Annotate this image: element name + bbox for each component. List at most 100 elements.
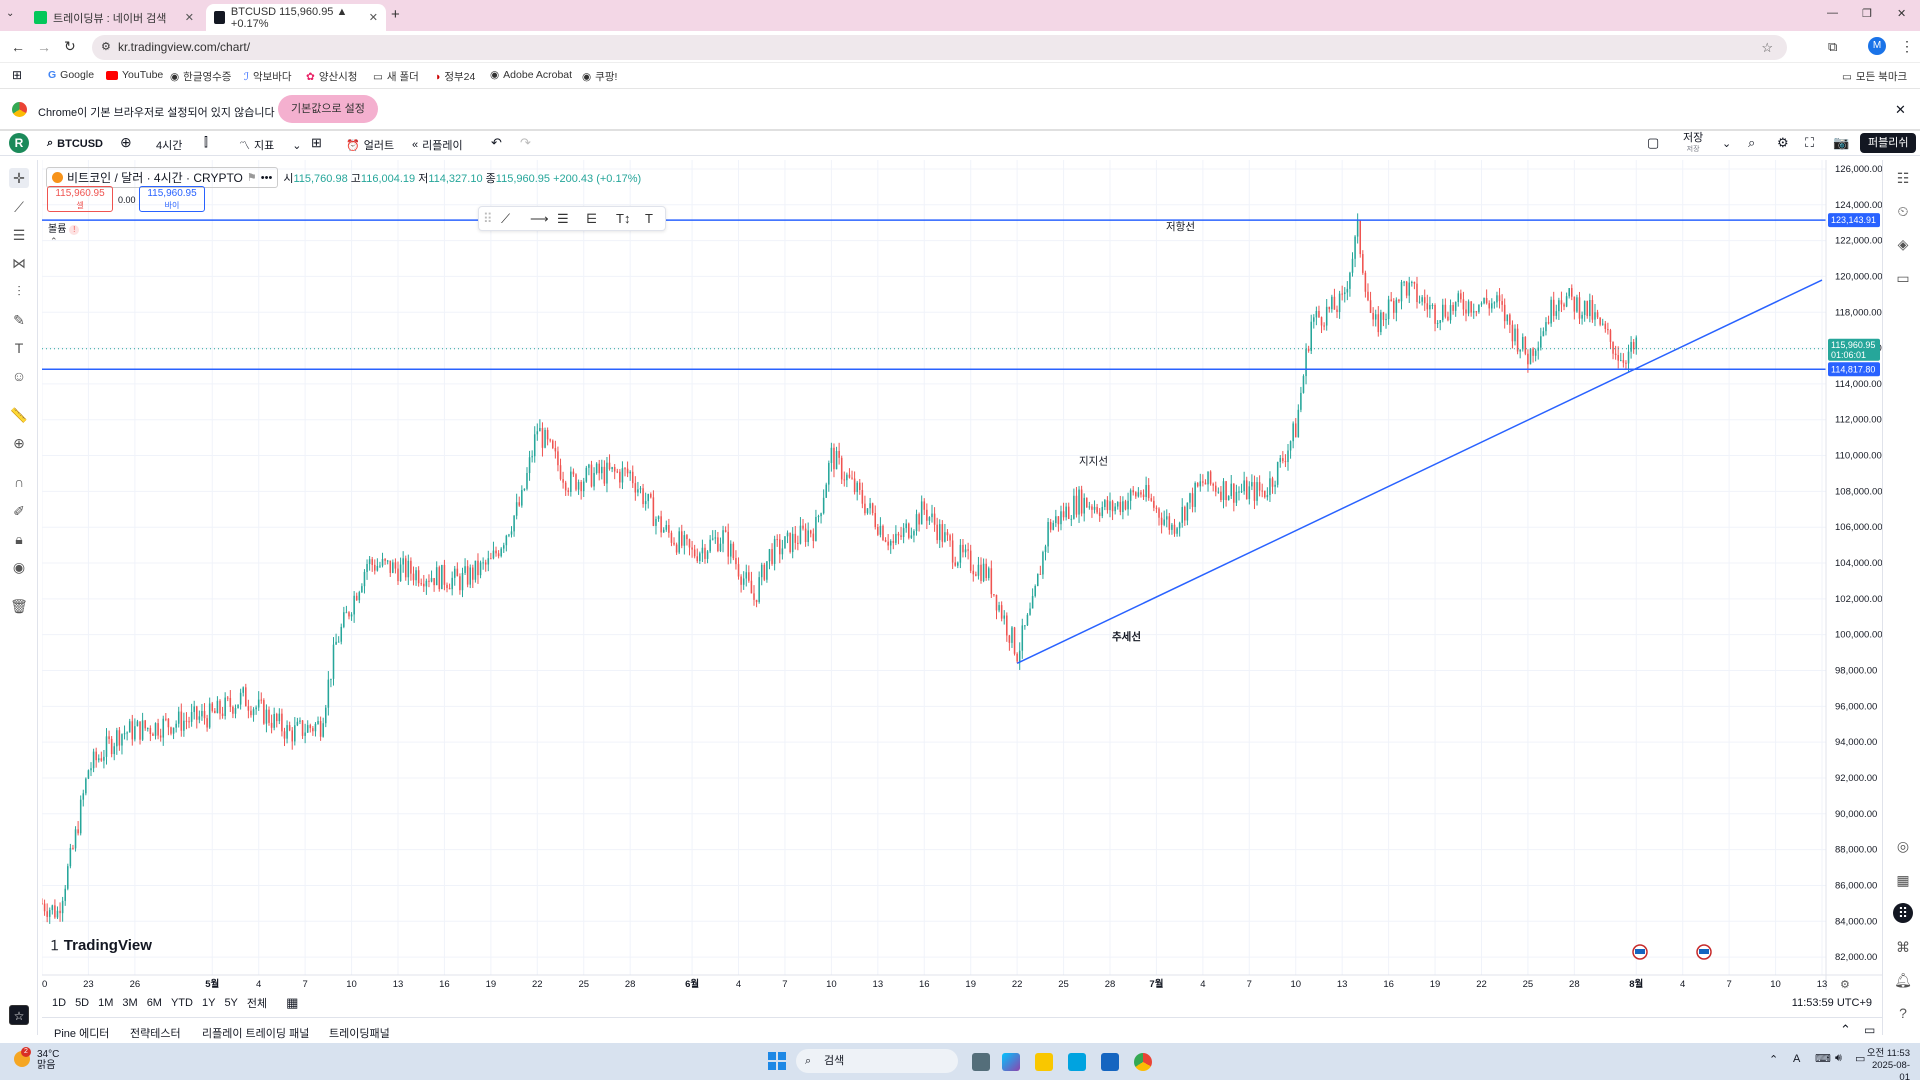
compare-symbol-button[interactable]: ⊕	[120, 134, 132, 151]
pattern-tool-icon[interactable]: ⋈	[12, 255, 26, 271]
chart-type-button[interactable]: ⫿	[204, 135, 208, 150]
reload-icon[interactable]: ↻	[64, 38, 76, 54]
new-tab-button[interactable]: +	[391, 6, 400, 23]
line-label[interactable]: 추세선	[1112, 630, 1141, 643]
close-window-button[interactable]: ✕	[1897, 8, 1907, 20]
ime-indicator[interactable]: A	[1793, 1053, 1801, 1065]
magnet-icon[interactable]: ∩	[13, 474, 25, 490]
watchlist-icon[interactable]: ☷	[1896, 170, 1910, 186]
text-icon[interactable]: T	[645, 211, 653, 226]
period-5d[interactable]: 5D	[75, 997, 90, 1009]
brush-tool-icon[interactable]: ✎	[13, 312, 25, 328]
back-arrow-icon[interactable]: ←	[11, 39, 25, 55]
trendline-icon[interactable]: ⟋	[501, 211, 511, 226]
favorites-star-icon[interactable]: ☆	[9, 1005, 29, 1025]
site-info-icon[interactable]: ⚙	[101, 41, 111, 53]
tab-search-icon[interactable]: ⌄	[6, 8, 15, 19]
weather-widget[interactable]: 34°C 맑음	[37, 1049, 60, 1071]
symbol-title[interactable]: 비트코인 / 달러 · 4시간 · CRYPTO ⚑ •••	[46, 167, 279, 188]
bookmark-yangsan[interactable]: ✿ 양산시청	[306, 70, 358, 84]
collapse-panel-icon[interactable]: ⌃	[1840, 1022, 1851, 1037]
line-label[interactable]: 지지선	[1079, 456, 1108, 468]
close-tab-icon[interactable]: ✕	[184, 12, 194, 24]
period-1d[interactable]: 1D	[52, 997, 67, 1009]
windows-start-icon[interactable]	[768, 1052, 786, 1070]
zoom-in-icon[interactable]: ⊕	[13, 435, 25, 451]
chat-icon[interactable]: ▭	[1896, 270, 1910, 286]
maximize-panel-icon[interactable]: ▭	[1864, 1023, 1876, 1037]
buy-button[interactable]: 115,960.95 바이	[139, 186, 205, 212]
settings-button[interactable]: ⚙	[1777, 135, 1789, 151]
minimize-button[interactable]: —	[1827, 7, 1838, 19]
publish-button[interactable]: 퍼블리쉬	[1860, 133, 1917, 153]
set-default-button[interactable]: 기본값으로 설정	[278, 95, 378, 123]
trash-icon[interactable]: 🗑︎	[10, 598, 28, 614]
bookmark-coupang[interactable]: ◉ 쿠팡!	[582, 70, 618, 84]
snapshot-button[interactable]: 📷	[1833, 135, 1849, 151]
layers-icon[interactable]: ◈	[1897, 236, 1909, 252]
parallel-channel-icon[interactable]: ☰	[557, 211, 569, 226]
interval-button[interactable]: 4시간	[156, 140, 183, 152]
bookmark-youtube[interactable]: YouTube	[106, 69, 163, 81]
feed-icon[interactable]: ⌘	[1896, 939, 1910, 955]
stay-drawing-icon[interactable]: ✐	[13, 503, 25, 519]
axis-settings-gear-icon[interactable]: ⚙	[1840, 978, 1850, 991]
tray-chevron-icon[interactable]: ⌃	[1769, 1054, 1779, 1066]
undo-button[interactable]: ↶	[491, 135, 502, 151]
close-tab-icon[interactable]: ✕	[368, 12, 378, 24]
period-all[interactable]: 전체	[246, 998, 268, 1010]
bookmark-sheetmusic[interactable]: ℐ 악보바다	[244, 70, 292, 84]
indicators-button[interactable]: 〽 지표 ⌄	[239, 137, 301, 153]
flag-icon[interactable]: ⚑	[246, 172, 257, 184]
eye-icon[interactable]: ◉	[12, 559, 26, 575]
horizontal-ray-icon[interactable]: ⟶	[530, 211, 549, 226]
browser-tab-tradingview[interactable]: BTCUSD 115,960.95 ▲ +0.17% ✕	[206, 4, 386, 31]
symbol-search[interactable]: ⌕ BTCUSD	[47, 137, 104, 150]
chrome-taskbar-icon[interactable]	[1134, 1053, 1152, 1071]
quick-search-button[interactable]: ⌕	[1748, 135, 1755, 151]
bookmark-folder[interactable]: ▭ 새 폴더	[373, 70, 419, 84]
copilot-icon[interactable]	[1002, 1053, 1020, 1071]
browser-tab-naver[interactable]: 트레이딩뷰 : 네이버 검색 ✕	[26, 4, 202, 31]
period-6m[interactable]: 6M	[146, 997, 162, 1009]
task-view-icon[interactable]	[972, 1053, 990, 1071]
text-tool-icon[interactable]: T	[14, 340, 24, 356]
replay-button[interactable]: «리플레이	[412, 139, 463, 152]
bookmark-receipt[interactable]: ◉ 한글영수증	[170, 70, 232, 84]
help-icon[interactable]: ?	[1899, 1005, 1907, 1021]
tab-trading-panel[interactable]: 트레이딩패널	[329, 1028, 390, 1040]
apps-grid-icon[interactable]: ⊞	[12, 68, 23, 82]
fib-icon[interactable]: ⋿	[586, 211, 598, 226]
taskbar-clock[interactable]: 오전 11:53 2025-08-01	[1866, 1048, 1910, 1083]
text-size-icon[interactable]: T↕	[616, 211, 631, 226]
maximize-button[interactable]: ❐	[1862, 8, 1872, 20]
period-ytd[interactable]: YTD	[170, 997, 193, 1009]
crosshair-icon[interactable]: ✛	[9, 168, 29, 188]
bell-icon[interactable]: 🔔︎	[1894, 972, 1912, 988]
fib-tool-icon[interactable]: ☰	[12, 227, 26, 243]
all-bookmarks[interactable]: ▭ 모든 북마크	[1842, 70, 1908, 84]
trend-line[interactable]	[1016, 279, 1823, 665]
alert-button[interactable]: ⏰ 얼러트	[346, 139, 395, 153]
fullscreen-frame-button[interactable]: ▢	[1647, 135, 1659, 151]
bookmark-star-icon[interactable]: ☆	[1761, 40, 1773, 55]
fullscreen-button[interactable]: ⛶	[1805, 135, 1814, 151]
alerts-clock-icon[interactable]: ⏲	[1897, 203, 1909, 219]
goto-date-icon[interactable]: ▦	[286, 995, 299, 1010]
taskbar-search[interactable]: ⌕ 검색	[796, 1049, 958, 1073]
ruler-icon[interactable]: 📏	[10, 407, 28, 423]
calendar-icon[interactable]: ▦	[1896, 872, 1910, 888]
save-button[interactable]: 저장 저장	[1683, 132, 1704, 154]
speaker-icon[interactable]: 🔊︎	[1835, 1052, 1842, 1064]
projection-tool-icon[interactable]: ⫶	[17, 283, 21, 299]
collapse-legend-icon[interactable]: ⌃	[50, 236, 58, 246]
bookmark-gov24[interactable]: ◑ 정부24	[434, 70, 476, 84]
tab-pine-editor[interactable]: Pine 에디터	[54, 1028, 110, 1040]
chart-area[interactable]: 저항선 지지선 추세선 82,000.00 84,000.00 86,000.00 88,…	[37, 160, 1883, 991]
profile-avatar[interactable]: M	[1868, 37, 1886, 55]
drag-handle-icon[interactable]: ⠿	[483, 211, 493, 226]
redo-button[interactable]: ↷	[520, 135, 531, 151]
sell-button[interactable]: 115,960.95 셀	[47, 186, 113, 212]
save-menu-chevron[interactable]: ⌄	[1722, 137, 1731, 150]
